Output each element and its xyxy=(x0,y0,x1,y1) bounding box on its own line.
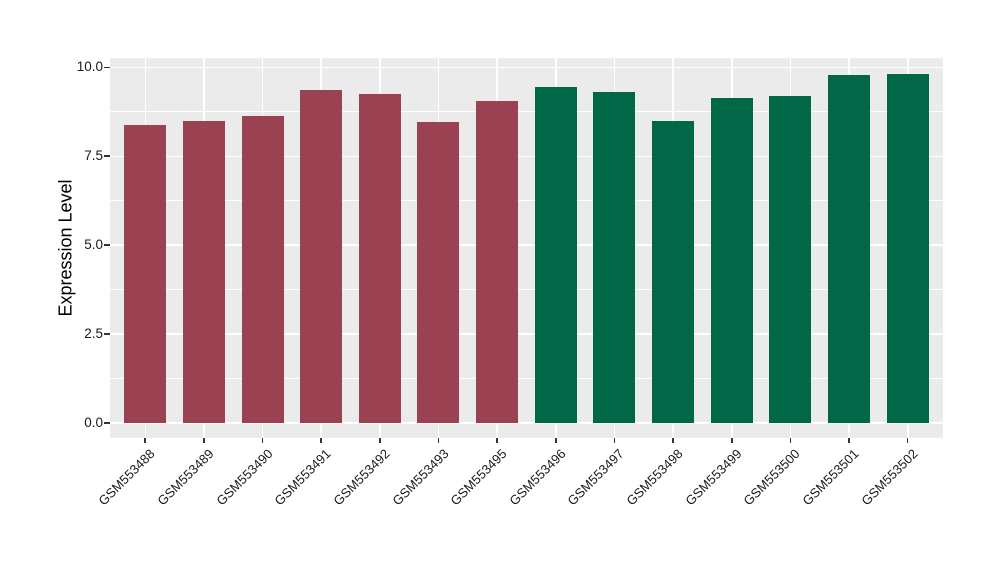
x-tick-label: GSM553490 xyxy=(212,446,276,509)
x-tick-mark xyxy=(731,438,733,443)
x-tick-mark xyxy=(203,438,205,443)
x-tick-label: GSM553497 xyxy=(564,446,628,509)
x-tick-mark xyxy=(496,438,498,443)
bar-GSM553493 xyxy=(417,122,460,423)
x-tick-label: GSM553500 xyxy=(740,446,804,509)
x-tick-label: GSM553499 xyxy=(682,446,745,509)
x-tick-mark xyxy=(555,438,557,443)
y-tick-label: 0.0 xyxy=(84,415,103,430)
x-tick-mark xyxy=(144,438,146,443)
y-tick-label: 2.5 xyxy=(84,326,103,342)
x-tick-mark xyxy=(848,438,850,443)
bar-GSM553495 xyxy=(476,101,519,423)
x-tick-label: GSM553488 xyxy=(95,446,158,509)
bar-GSM553499 xyxy=(710,97,753,423)
minor-gridline xyxy=(110,200,943,202)
bar-GSM553496 xyxy=(534,86,577,423)
major-gridline xyxy=(110,155,943,158)
x-tick-mark xyxy=(261,438,264,443)
major-gridline xyxy=(110,66,943,69)
x-tick-label: GSM553491 xyxy=(271,446,334,509)
bar-GSM553502 xyxy=(886,73,929,423)
x-tick-label: GSM553496 xyxy=(506,446,569,509)
x-tick-mark xyxy=(906,438,909,443)
x-tick-label: GSM553489 xyxy=(154,446,217,509)
y-tick-mark xyxy=(104,155,110,157)
x-tick-label: GSM553492 xyxy=(330,446,393,509)
y-tick-mark xyxy=(104,66,110,69)
x-tick-mark xyxy=(379,438,381,443)
x-tick-label: GSM553493 xyxy=(388,446,452,509)
bar-GSM553500 xyxy=(769,96,812,423)
x-tick-label: GSM553498 xyxy=(623,446,686,509)
x-tick-label: GSM553495 xyxy=(447,446,510,509)
bar-GSM553490 xyxy=(241,116,284,423)
x-tick-label: GSM553501 xyxy=(799,446,862,509)
x-tick-mark xyxy=(613,438,616,443)
bar-GSM553497 xyxy=(593,91,636,423)
x-tick-mark xyxy=(437,438,440,443)
major-gridline xyxy=(110,333,943,335)
x-tick-mark xyxy=(672,438,674,443)
bar-GSM553498 xyxy=(652,121,695,423)
plot-panel xyxy=(110,58,943,438)
bar-GSM553492 xyxy=(358,93,401,423)
minor-gridline xyxy=(110,378,943,380)
bar-GSM553491 xyxy=(300,89,343,423)
bar-GSM553501 xyxy=(828,75,871,423)
y-tick-label: 10.0 xyxy=(76,59,103,75)
minor-gridline xyxy=(110,111,943,113)
y-tick-label: 5.0 xyxy=(84,237,103,253)
bar-GSM553489 xyxy=(182,120,225,423)
minor-gridline xyxy=(110,289,943,291)
y-tick-mark xyxy=(104,422,110,424)
bar-GSM553488 xyxy=(124,124,167,423)
x-tick-mark xyxy=(320,438,322,443)
y-tick-mark xyxy=(104,333,110,335)
major-gridline xyxy=(110,244,943,246)
x-tick-mark xyxy=(789,438,792,443)
y-tick-label: 7.5 xyxy=(84,148,103,164)
y-axis-title: Expression Level xyxy=(55,179,76,317)
major-gridline xyxy=(110,422,943,424)
y-tick-mark xyxy=(104,244,110,246)
x-tick-label: GSM553502 xyxy=(858,446,921,509)
